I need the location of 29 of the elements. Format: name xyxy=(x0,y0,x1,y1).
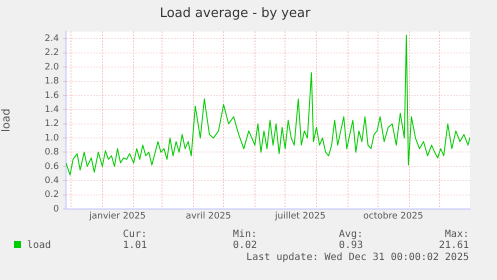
text: Last update: Wed Dec 31 00:00:02 2025 xyxy=(246,252,469,263)
y-tick-label: 1.6 xyxy=(44,90,60,101)
x-tick-label: octobre 2025 xyxy=(363,212,424,222)
y-axis-title: load xyxy=(0,108,12,132)
text: 1.01 xyxy=(122,240,147,251)
y-tick-label: 2.4 xyxy=(44,34,60,44)
y-tick-label: 1.8 xyxy=(44,76,60,87)
y-tick-label: 2.2 xyxy=(44,48,59,58)
x-tick-label: avril 2025 xyxy=(186,212,232,222)
y-tick-label: 0.2 xyxy=(44,190,59,200)
text: 0.02 xyxy=(232,240,257,251)
text: Min: xyxy=(232,229,257,240)
y-tick-label: 1.2 xyxy=(44,119,59,130)
text: Cur: xyxy=(122,229,147,240)
y-tick-label: 0.6 xyxy=(44,162,60,172)
text: Max: xyxy=(444,229,469,240)
text: Avg: xyxy=(338,229,363,240)
chart-title: Load average - by year xyxy=(160,6,311,22)
y-tick-label: 0 xyxy=(53,204,60,214)
x-tick-label: juillet 2025 xyxy=(274,212,326,222)
y-tick-label: 0.8 xyxy=(44,148,60,158)
y-tick-label: 0.4 xyxy=(44,176,60,186)
legend-label: load xyxy=(26,240,52,251)
text: 0.93 xyxy=(338,240,363,251)
text: 21.61 xyxy=(438,240,469,251)
y-tick-label: 1.4 xyxy=(44,105,60,115)
x-tick-label: janvier 2025 xyxy=(88,212,146,222)
y-tick-label: 2.0 xyxy=(44,62,60,72)
y-tick-label: 1.0 xyxy=(44,133,60,144)
